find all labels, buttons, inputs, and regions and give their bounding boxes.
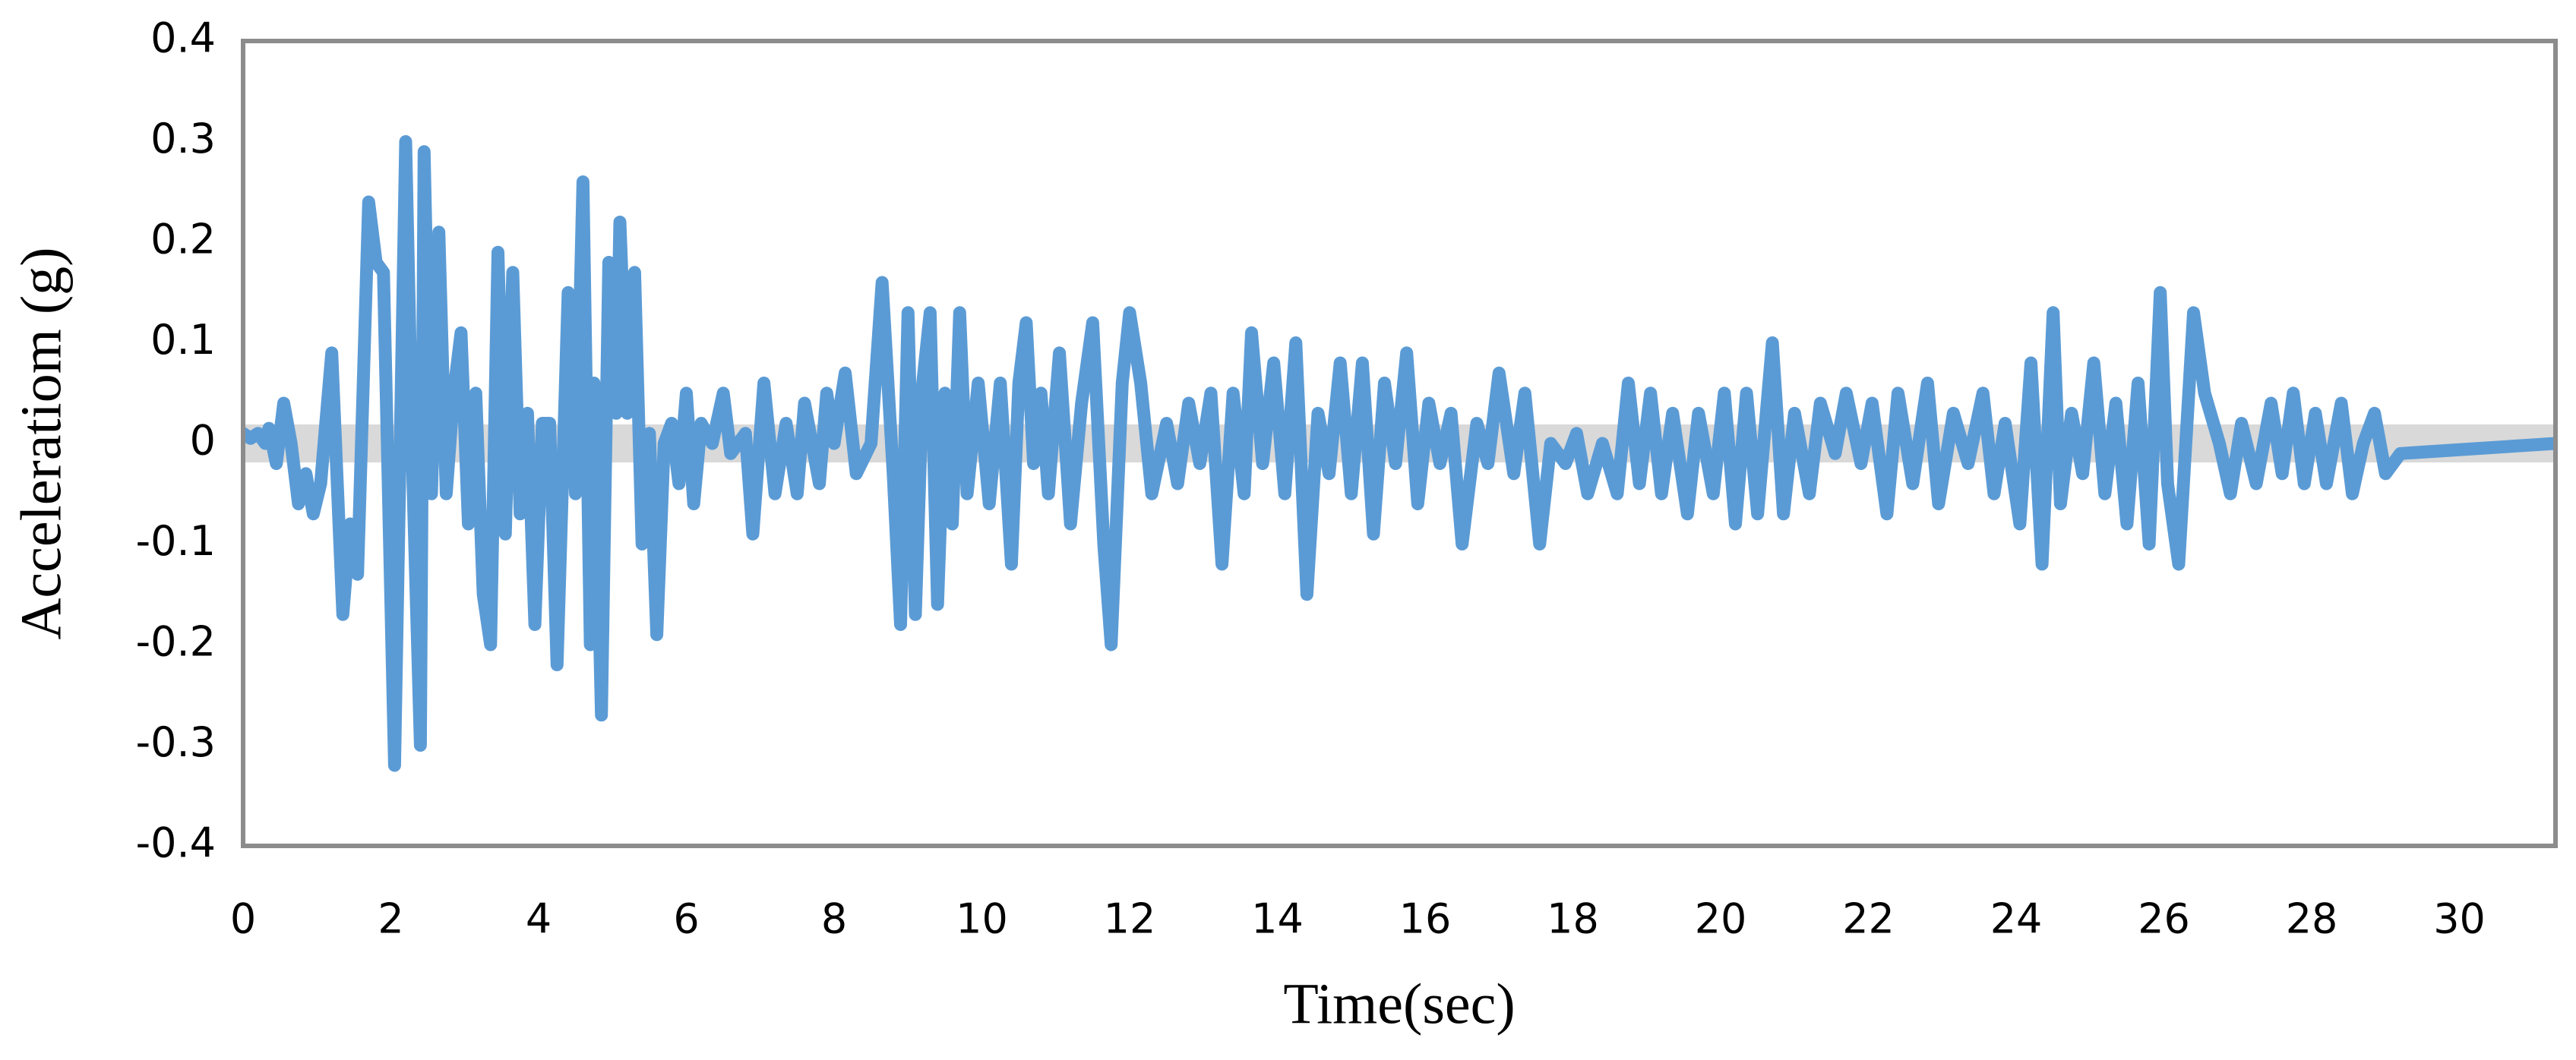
x-tick-label: 2	[378, 895, 403, 943]
x-tick-label: 4	[526, 895, 552, 943]
x-tick-label: 22	[1842, 895, 1895, 943]
y-tick-label: -0.4	[136, 819, 216, 867]
y-tick-label: -0.1	[136, 517, 216, 565]
x-tick-label: 14	[1251, 895, 1304, 943]
y-tick-label: -0.3	[136, 718, 216, 766]
y-tick-label: 0.4	[150, 14, 216, 62]
y-axis-title: Acceleratiom (g)	[9, 248, 73, 640]
x-tick-label: 20	[1695, 895, 1747, 943]
x-tick-label: 24	[1990, 895, 2043, 943]
plot-area	[243, 135, 2555, 772]
x-tick-label: 30	[2433, 895, 2486, 943]
x-tick-label: 28	[2286, 895, 2338, 943]
x-tick-label: 6	[673, 895, 699, 943]
x-tick-label: 18	[1547, 895, 1599, 943]
x-tick-label: 12	[1104, 895, 1156, 943]
x-tick-label: 10	[956, 895, 1008, 943]
x-axis-title: Time(sec)	[1283, 972, 1515, 1036]
y-tick-label: 0.1	[150, 316, 216, 364]
x-tick-label: 16	[1399, 895, 1452, 943]
plot-frame	[241, 39, 2558, 848]
x-tick-label: 26	[2138, 895, 2190, 943]
acceleration-line	[243, 135, 2555, 772]
x-tick-label: 8	[821, 895, 847, 943]
y-tick-label: 0.3	[150, 115, 216, 162]
x-tick-label: 0	[230, 895, 256, 943]
y-tick-label: 0.2	[150, 216, 216, 263]
y-tick-label: -0.2	[136, 618, 216, 666]
y-tick-label: 0	[190, 417, 216, 465]
